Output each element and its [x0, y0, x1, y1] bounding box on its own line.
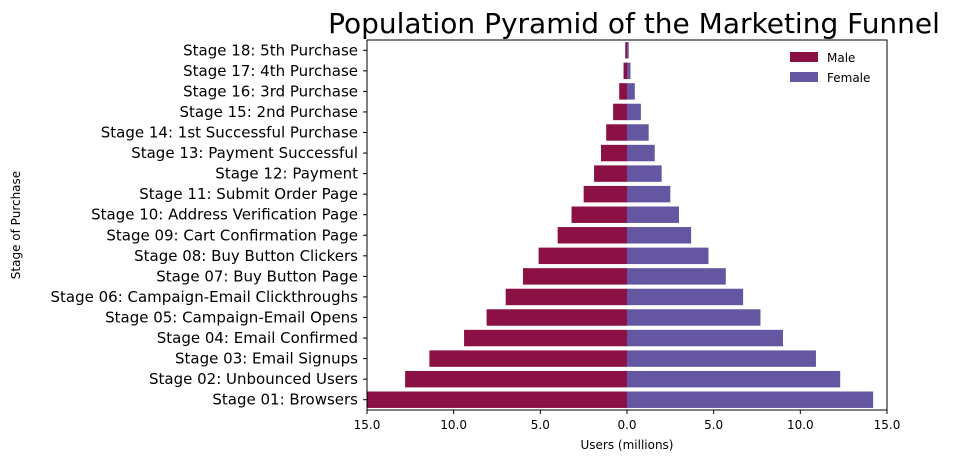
bar-male-3 [429, 350, 627, 367]
y-tick-label: Stage 10: Address Verification Page [91, 206, 358, 224]
chart-title: Population Pyramid of the Marketing Funn… [328, 7, 940, 40]
bar-male-2 [405, 370, 627, 388]
legend: Male Female [790, 51, 870, 85]
x-axis-label: Users (millions) [580, 438, 673, 452]
bar-female-13 [627, 144, 655, 162]
bar-female-8 [627, 247, 709, 265]
bar-female-1 [627, 391, 874, 408]
bar-male-8 [538, 247, 627, 265]
legend-swatch-female [790, 72, 818, 82]
y-tick-label: Stage 13: Payment Successful [131, 144, 358, 162]
bar-female-18 [627, 42, 629, 59]
bar-female-11 [627, 185, 671, 203]
y-tick-label: Stage 18: 5th Purchase [183, 41, 358, 59]
bar-male-6 [505, 288, 627, 306]
axes-frame [366, 39, 888, 411]
bar-female-6 [627, 288, 744, 306]
x-tick-label: 0.0 [617, 418, 636, 432]
bar-male-17 [623, 62, 627, 80]
bar-male-13 [601, 144, 627, 162]
x-tick-label: 5.0 [704, 418, 723, 432]
y-axis-label: Stage of Purchase [9, 171, 23, 279]
bar-female-15 [627, 103, 641, 121]
x-tick-label: 15.0 [874, 418, 901, 432]
y-tick-label: Stage 11: Submit Order Page [139, 185, 358, 203]
bar-male-10 [571, 206, 627, 223]
y-tick-label: Stage 04: Email Confirmed [157, 329, 358, 347]
y-tick-label: Stage 14: 1st Successful Purchase [101, 124, 358, 142]
bar-female-3 [627, 350, 816, 367]
x-tick-label: 10.0 [787, 418, 814, 432]
bar-female-10 [627, 206, 679, 223]
bar-male-14 [606, 124, 627, 141]
bar-female-17 [627, 62, 631, 80]
bar-male-16 [619, 83, 627, 100]
y-tick-label: Stage 09: Cart Confirmation Page [106, 226, 358, 244]
x-tick-label: 15.0 [354, 418, 381, 432]
y-tick-label: Stage 15: 2nd Purchase [180, 103, 358, 121]
bar-male-7 [523, 268, 627, 285]
x-tick-label: 5.0 [531, 418, 550, 432]
bar-female-2 [627, 370, 841, 388]
bar-female-4 [627, 329, 783, 347]
bar-female-14 [627, 124, 649, 141]
bar-male-5 [486, 309, 627, 326]
bars-group [367, 42, 874, 408]
y-tick-label: Stage 12: Payment [215, 165, 358, 183]
y-tick-label: Stage 17: 4th Purchase [183, 62, 358, 80]
bar-female-5 [627, 309, 761, 326]
y-tick-label: Stage 07: Buy Button Page [156, 267, 358, 285]
bar-female-16 [627, 83, 635, 100]
y-tick-label: Stage 01: Browsers [212, 391, 358, 409]
y-tick-label: Stage 08: Buy Button Clickers [134, 247, 358, 265]
bar-female-12 [627, 165, 662, 182]
y-tick-label: Stage 02: Unbounced Users [149, 370, 358, 388]
bar-male-12 [594, 165, 627, 182]
bar-male-18 [625, 42, 627, 59]
legend-label-male: Male [827, 51, 855, 65]
y-tick-label: Stage 16: 3rd Purchase [183, 82, 358, 100]
plot-frame [366, 39, 888, 411]
bar-male-9 [557, 227, 627, 244]
bar-female-9 [627, 227, 692, 244]
legend-swatch-male [790, 52, 818, 62]
bar-male-11 [583, 185, 627, 203]
y-tick-label: Stage 05: Campaign-Email Opens [105, 309, 358, 327]
legend-label-female: Female [827, 71, 870, 85]
y-tick-label: Stage 06: Campaign-Email Clickthroughs [51, 288, 359, 306]
bar-female-7 [627, 268, 726, 285]
bar-male-1 [367, 391, 627, 408]
bar-male-4 [464, 329, 627, 347]
bar-male-15 [613, 103, 627, 121]
x-tick-label: 10.0 [440, 418, 467, 432]
ticks-group: Stage 01: Browsers Stage 02: Unbounced Us… [51, 41, 901, 432]
y-tick-label: Stage 03: Email Signups [175, 350, 358, 368]
